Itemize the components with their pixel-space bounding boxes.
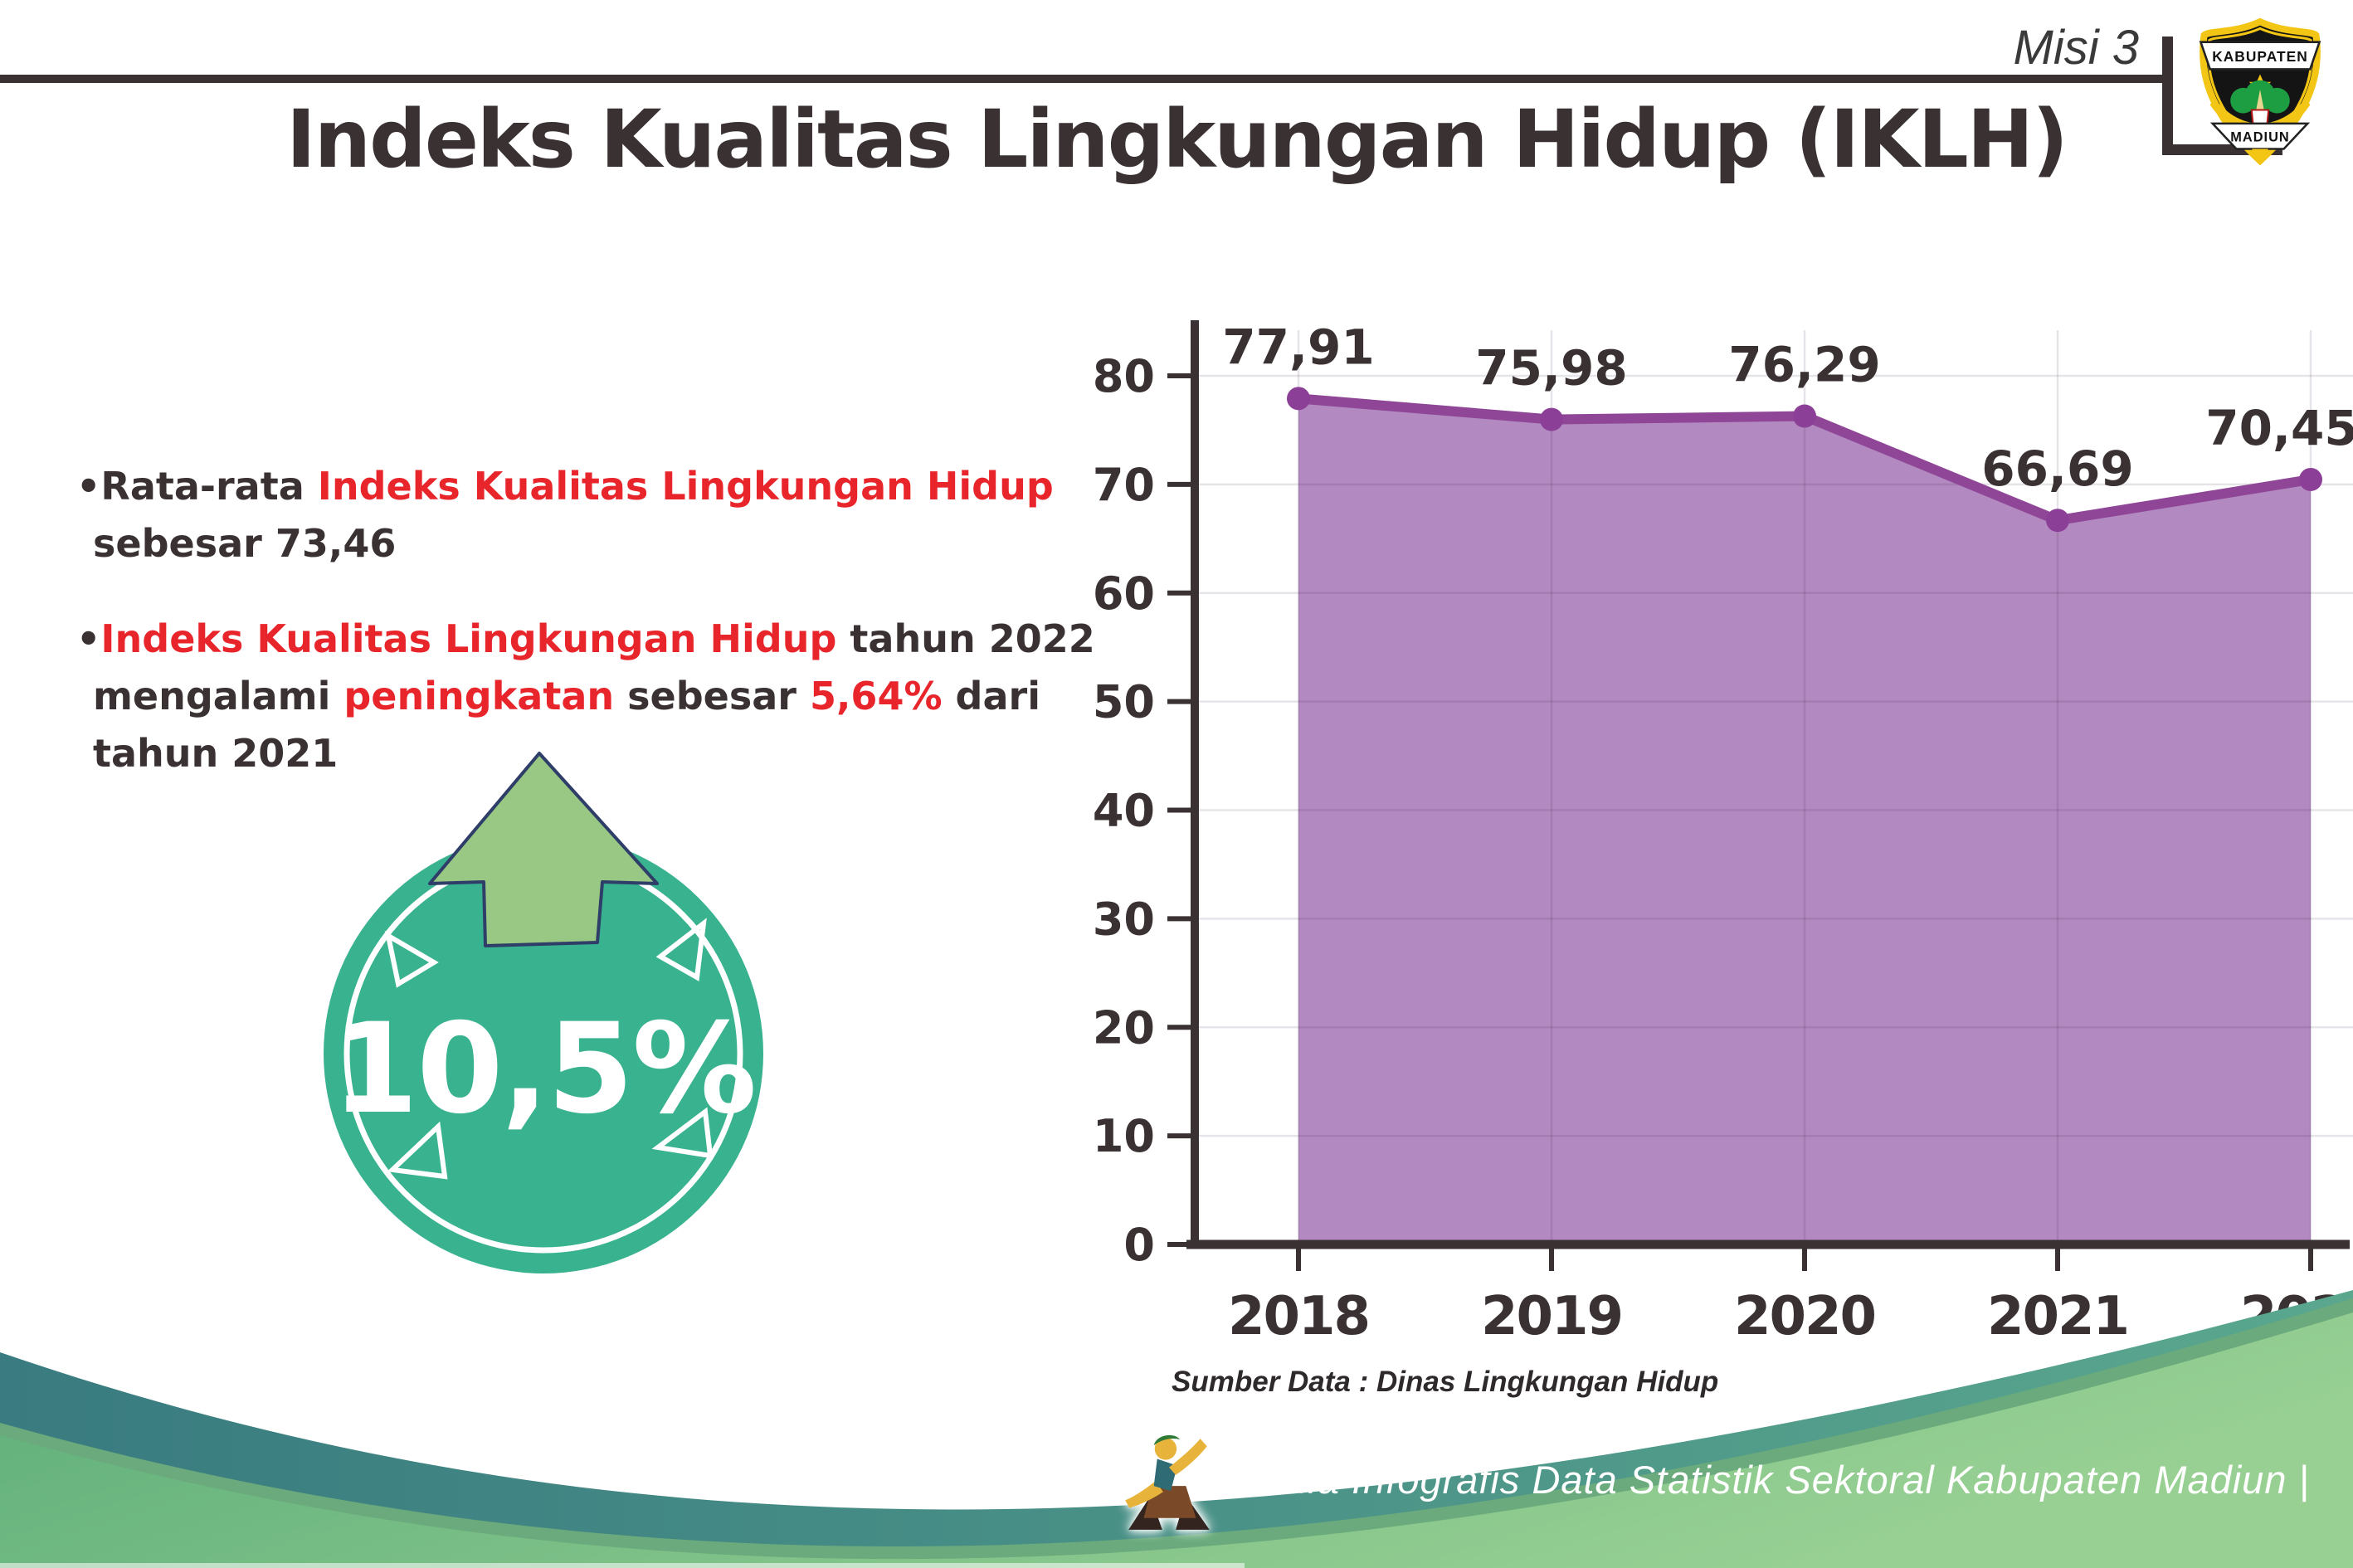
x-tick-label: 2019 [1481,1286,1622,1347]
iklh-chart: 010203040506070802018201920202021202277,… [1062,314,2353,1398]
key-findings: •Rata-rata Indeks Kualitas Lingkungan Hi… [76,458,1095,782]
data-point [1540,407,1563,431]
footer-wave-decoration [0,1290,2353,1568]
badge-accent-triangle [651,1107,714,1159]
data-point [1793,404,1816,428]
y-tick-label: 40 [1093,785,1155,837]
series-area [1298,398,2311,1244]
mascot-head [1154,1438,1177,1460]
data-point [2299,467,2322,491]
data-label: 66,69 [1981,441,2133,497]
badge-value: 10,5% [332,997,755,1142]
bullet-average-iklh: •Rata-rata Indeks Kualitas Lingkungan Hi… [76,458,1054,572]
data-point [2046,509,2069,533]
badge-accent-triangle [384,931,439,988]
iklh-area-chart: 010203040506070802018201920202021202277,… [1093,319,2353,1347]
logo-bottom-banner [2209,122,2311,150]
bullet-line: sebesar 73,46 [93,521,397,566]
badge-accent-triangle [655,918,707,981]
bullet-increase-2022: •Indeks Kualitas Lingkungan Hidup tahun … [76,611,1095,782]
data-label: 76,29 [1728,337,1880,393]
y-tick-label: 60 [1093,567,1155,620]
x-tick-label: 2018 [1228,1286,1369,1347]
page-title: Indeks Kualitas Lingkungan Hidup (IKLH) [286,93,2068,186]
y-tick-label: 20 [1093,1001,1155,1054]
header-rule [0,75,2167,83]
data-label: 70,45 [2205,400,2353,456]
chart-source: Sumber Data : Dinas Lingkungan Hidup [1172,1366,1719,1398]
y-tick-label: 50 [1093,676,1155,728]
kabupaten-madiun-logo: KABUPATEN MADIUN [2199,17,2321,166]
mascot-cap [1153,1434,1181,1446]
logo-bottom-text: MADIUN [2230,129,2290,144]
bullet-line: •Rata-rata Indeks Kualitas Lingkungan Hi… [76,464,1054,509]
data-label: 75,98 [1475,340,1627,397]
x-tick-label: 2021 [1987,1286,2128,1347]
bullet-line: mengalami peningkatan sebesar 5,64% dari [93,674,1040,718]
y-tick-label: 10 [1093,1110,1155,1162]
data-point [1287,387,1310,411]
y-tick-label: 0 [1123,1219,1155,1271]
y-tick-label: 80 [1093,350,1155,402]
footer-caption: Media Infografis Data Statistik Sektoral… [1230,1458,2310,1502]
bullet-line: tahun 2021 [93,731,339,776]
logo-top-text: KABUPATEN [2212,48,2308,65]
logo-top-banner [2199,41,2321,71]
misi-label: Misi 3 [2013,21,2139,75]
y-tick-label: 70 [1093,459,1155,511]
green-wave [0,1312,2353,1568]
x-tick-label: 2020 [1734,1286,1875,1347]
up-arrow-icon [428,752,659,947]
y-tick-label: 30 [1093,893,1155,945]
logo-frame-vertical [2162,37,2173,155]
badge-circle [324,834,763,1273]
data-label: 77,91 [1222,319,1374,375]
bullet-line: •Indeks Kualitas Lingkungan Hidup tahun … [76,616,1095,661]
increase-badge: 10,5% [324,752,763,1273]
badge-accent-triangle [387,1121,448,1180]
mascot-logo [1125,1434,1210,1530]
